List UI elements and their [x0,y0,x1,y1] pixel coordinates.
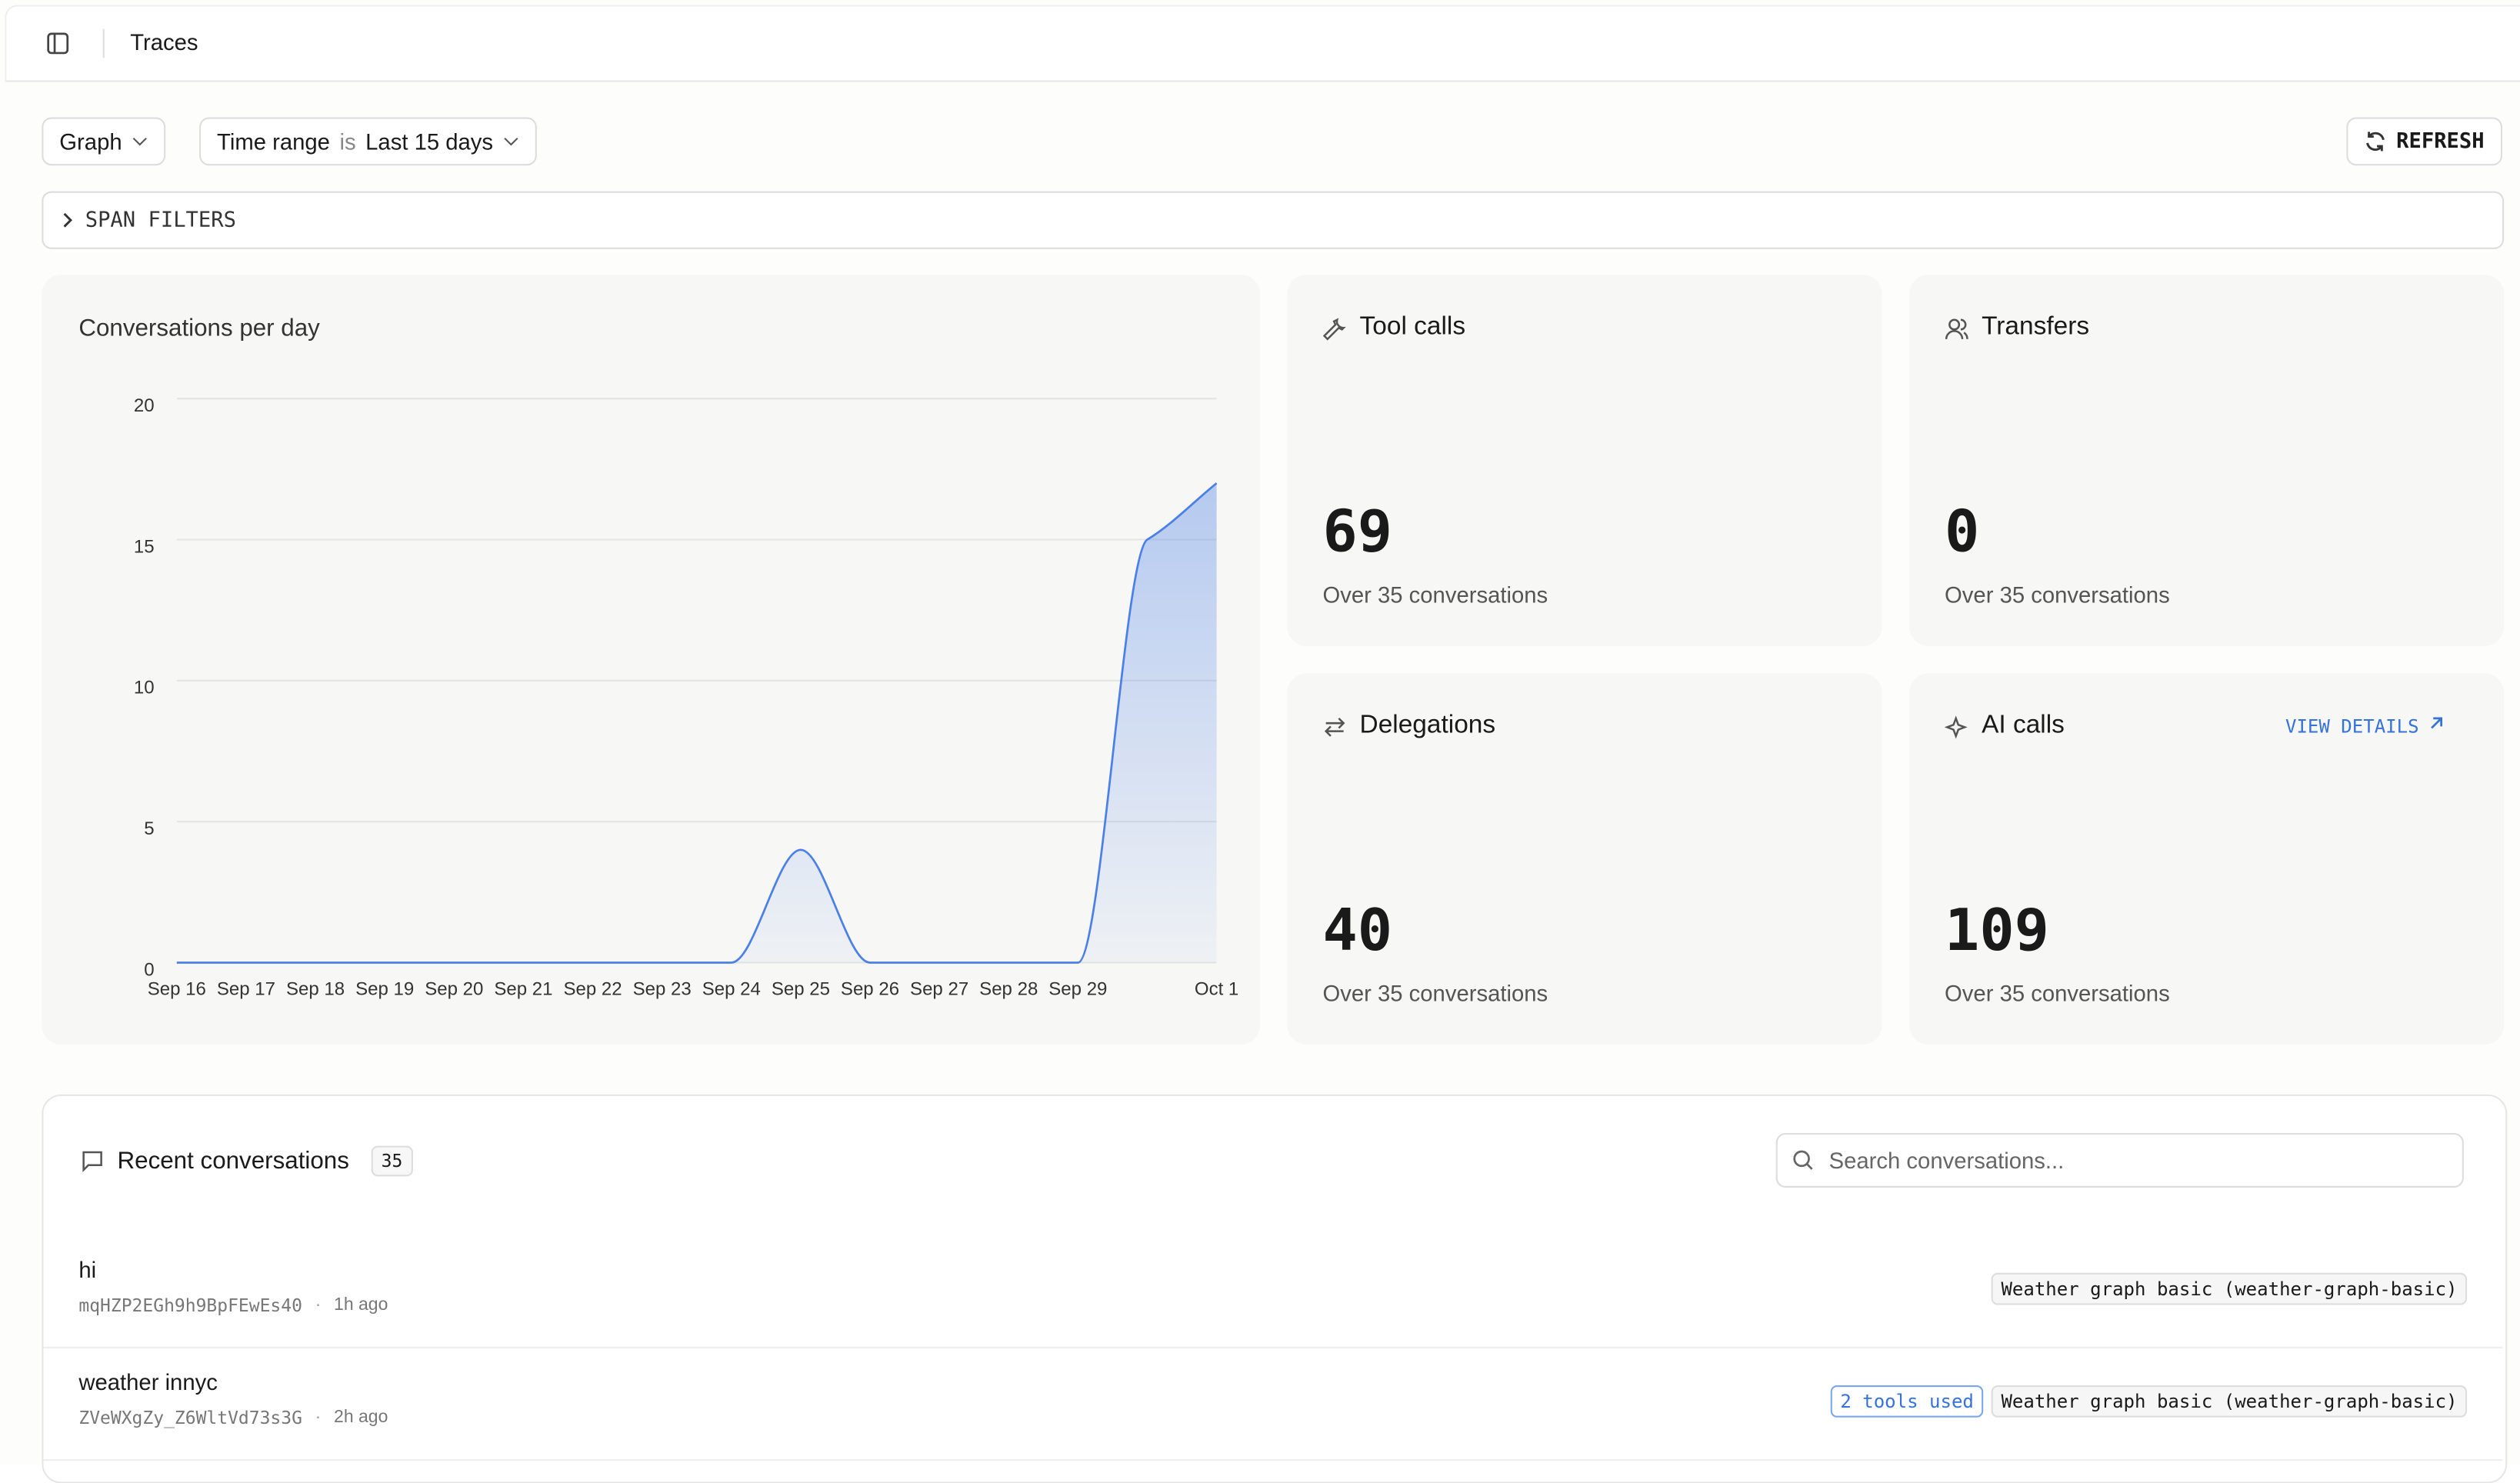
y-tick-label: 10 [134,678,155,698]
page-title: Traces [130,28,198,55]
x-tick-label: Sep 24 [702,978,761,999]
x-tick-label: Sep 19 [355,978,414,999]
conversation-title: hi [78,1256,97,1283]
filter-op: is [339,128,356,155]
x-tick-label: Sep 22 [563,978,622,999]
stat-subtitle: Over 35 conversations [1322,582,1548,608]
refresh-label: REFRESH [2396,129,2485,154]
agent-tag: Weather graph basic (weather-graph-basic… [1991,1385,2468,1418]
stat-subtitle: Over 35 conversations [1322,980,1548,1006]
stat-title: Transfers [1982,313,2090,341]
x-tick-label: Sep 16 [148,978,206,999]
stat-title: Delegations [1359,712,1496,740]
view-label: Graph [59,128,122,155]
time-filter[interactable]: Time range is Last 15 days [199,117,537,166]
search-placeholder: Search conversations... [1828,1147,2065,1174]
stat-card: Transfers 0 Over 35 conversations [1909,275,2505,646]
x-tick-label: Oct 1 [1195,978,1238,999]
filter-value: Last 15 days [365,128,494,155]
agent-tag: Weather graph basic (weather-graph-basic… [1991,1272,2468,1305]
chart-card: Conversations per day 0 5 10 15 20 Sep 16 Sep … [42,275,1261,1045]
sidebar-toggle[interactable] [47,32,69,55]
conversation-title: weather innyc [78,1369,218,1395]
y-tick-label: 20 [134,395,155,416]
x-tick-label: Sep 20 [425,978,483,999]
x-tick-label: Sep 29 [1048,978,1107,999]
view-select[interactable]: Graph [42,117,166,166]
span-filters[interactable]: SPAN FILTERS [42,191,2505,249]
line-area [176,483,1217,963]
refresh-button[interactable]: REFRESH [2346,117,2502,166]
stat-subtitle: Over 35 conversations [1945,980,2170,1006]
conversation-time: 1h ago [334,1295,388,1315]
stat-title: Tool calls [1359,313,1466,341]
conversations-count: 35 [372,1145,412,1177]
stat-subtitle: Over 35 conversations [1945,582,2170,608]
x-tick-label: Sep 21 [494,978,552,999]
stat-value: 69 [1322,499,1393,566]
stat-value: 40 [1322,898,1393,965]
x-tick-label: Sep 28 [979,978,1038,999]
x-tick-label: Sep 23 [633,978,692,999]
stat-card: Tool calls 69 Over 35 conversations [1287,275,1882,646]
stat-value: 109 [1945,898,2049,965]
x-tick-label: Sep 27 [910,978,968,999]
conversation-id: ZVeWXgZy_Z6WltVd73s3G [78,1408,302,1429]
stat-card: AI calls VIEW DETAILS 109 Over 35 conver… [1909,673,2505,1045]
x-tick-label: Sep 18 [286,978,345,999]
conversation-row[interactable]: weather innyc ZVeWXgZy_Z6WltVd73s3G · 2h a… [43,1347,2503,1461]
x-tick-label: Sep 26 [841,978,899,999]
filter-field: Time range [217,128,330,155]
stat-value: 0 [1945,499,1980,566]
link-label: VIEW DETAILS [2285,715,2419,738]
line [176,482,1218,964]
tools-badge: 2 tools used [1830,1385,1984,1418]
y-tick-label: 0 [144,959,154,980]
x-tick-label: Sep 25 [772,978,830,999]
stat-title: AI calls [1982,712,2065,740]
conversation-row[interactable]: hi mqHZP2EGh9h9BpFEwEs40 · 1h ago Weather … [43,1235,2503,1348]
view-details-link[interactable]: VIEW DETAILS [2285,715,2445,738]
chart: Conversations per day 0 5 10 15 20 Sep 16 Sep … [78,315,1238,1000]
y-tick-label: 5 [144,818,154,839]
conversations-title: Recent conversations [117,1147,349,1175]
search-box[interactable]: Search conversations... [1775,1132,2464,1188]
span-filters-label: SPAN FILTERS [85,208,236,232]
x-tick-label: Sep 17 [217,978,275,999]
y-tick-label: 15 [134,536,155,557]
top-bar: Traces [5,5,2520,82]
conversation-time: 2h ago [334,1408,388,1428]
stat-card: Delegations 40 Over 35 conversations [1287,673,1882,1045]
conversations-header: Recent conversations 35 [80,1145,412,1177]
conversation-id: mqHZP2EGh9h9BpFEwEs40 [78,1295,302,1317]
chart-title: Conversations per day [78,315,320,342]
